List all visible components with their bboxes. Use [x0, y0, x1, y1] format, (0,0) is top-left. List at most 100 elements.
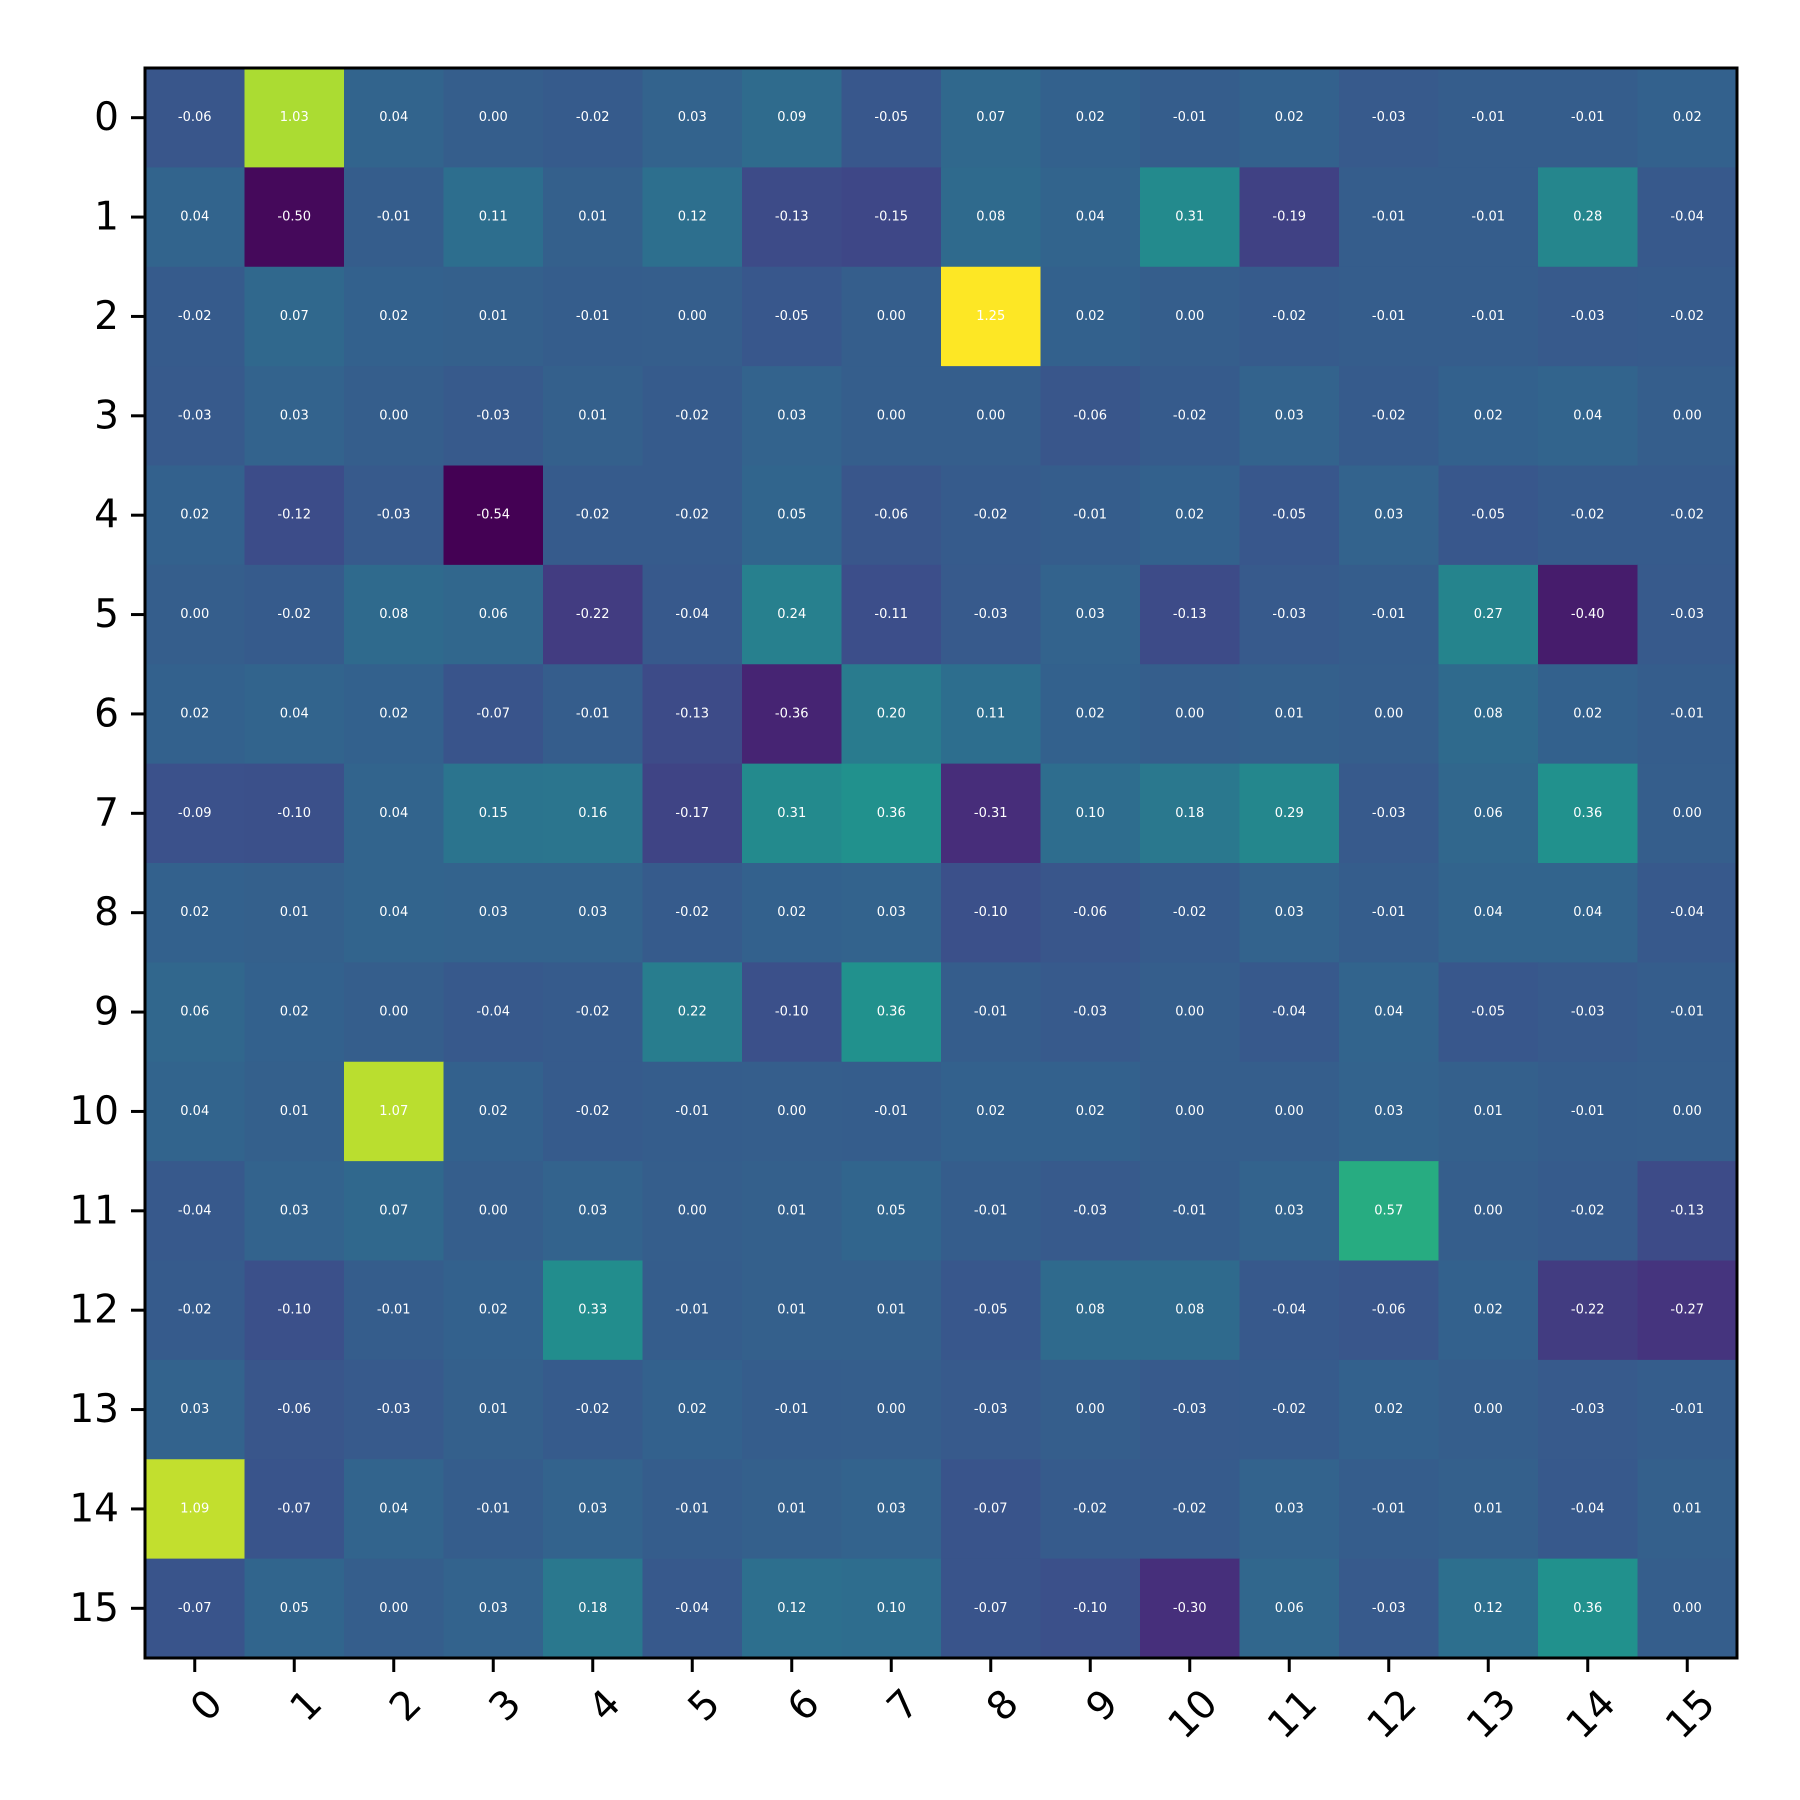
cell-value-label: 0.12 [678, 210, 707, 225]
cell-value-label: -0.15 [874, 210, 908, 225]
heatmap-cell [742, 564, 843, 665]
cell-value-label: -0.02 [675, 508, 709, 523]
cell-value-label: 0.08 [1474, 706, 1503, 721]
y-tick-label: 12 [69, 1288, 119, 1333]
heatmap-cell [1339, 465, 1440, 566]
heatmap-cell [1637, 465, 1738, 566]
y-tick-label: 5 [94, 592, 119, 637]
heatmap-cell [543, 465, 644, 566]
heatmap-cell [1140, 366, 1241, 467]
heatmap-cell [941, 68, 1042, 168]
cell-value-label: 0.02 [1673, 110, 1702, 125]
heatmap-cell [1339, 1558, 1440, 1659]
heatmap-cell [1339, 1459, 1440, 1560]
cell-value-label: 0.04 [379, 110, 408, 125]
y-tick-label: 1 [94, 195, 119, 240]
cell-value-label: 0.01 [479, 1402, 508, 1417]
cell-value-label: -0.02 [1272, 309, 1306, 324]
heatmap-cell [1637, 1459, 1738, 1560]
cell-value-label: -0.01 [974, 1005, 1008, 1020]
cell-value-label: -0.02 [277, 607, 311, 622]
heatmap-cell [1637, 266, 1738, 367]
cell-value-label: 0.03 [1374, 1104, 1403, 1119]
cell-value-label: 0.02 [180, 706, 209, 721]
cell-value-label: -0.50 [277, 210, 311, 225]
cell-value-label: 1.03 [280, 110, 309, 125]
cell-value-label: -0.04 [178, 1203, 212, 1218]
cell-value-label: -0.03 [974, 607, 1008, 622]
cell-value-label: 0.11 [976, 706, 1005, 721]
cell-value-label: 1.25 [976, 309, 1005, 324]
heatmap-cell [1637, 962, 1738, 1063]
heatmap-cell [941, 1260, 1042, 1361]
cell-value-label: 0.02 [1474, 1303, 1503, 1318]
heatmap-cell [244, 465, 345, 566]
heatmap-cell [841, 863, 942, 963]
cell-value-label: 1.09 [180, 1501, 209, 1516]
cell-value-label: 0.01 [877, 1303, 906, 1318]
y-tick-label: 8 [94, 890, 119, 935]
cell-value-label: 0.03 [280, 408, 309, 423]
x-tick-label: 0 [182, 1681, 231, 1730]
heatmap-cell [1438, 763, 1539, 864]
cell-value-label: 0.05 [280, 1601, 309, 1616]
heatmap-cell [543, 1359, 644, 1460]
heatmap-cell [841, 1359, 942, 1460]
cell-value-label: 0.01 [1673, 1501, 1702, 1516]
cell-value-label: -0.01 [874, 1104, 908, 1119]
heatmap-cell [1438, 266, 1539, 367]
cell-value-label: 0.08 [976, 210, 1005, 225]
heatmap-cell [1239, 1260, 1340, 1361]
heatmap-cell [344, 1161, 445, 1262]
cell-value-label: 0.04 [1374, 1005, 1403, 1020]
cell-value-label: -0.05 [874, 110, 908, 125]
cell-value-label: 0.00 [1673, 1601, 1702, 1616]
heatmap-cell [1140, 863, 1241, 963]
x-tick-label: 9 [1078, 1681, 1127, 1730]
cell-value-label: 0.00 [1673, 408, 1702, 423]
heatmap-cell [941, 564, 1042, 665]
heatmap-cell [1637, 664, 1738, 765]
cell-value-label: 0.27 [1474, 607, 1503, 622]
heatmap-cell [1239, 1161, 1340, 1262]
heatmap-cell [1339, 1260, 1440, 1361]
heatmap-cell [642, 1359, 743, 1460]
cell-value-label: -0.04 [1670, 905, 1704, 920]
cell-value-label: -0.31 [974, 806, 1008, 821]
heatmap-cell [1339, 266, 1440, 367]
heatmap-cell [941, 664, 1042, 765]
x-tick-label: 4 [580, 1681, 629, 1730]
cell-value-label: -0.05 [775, 309, 809, 324]
cell-value-label: -0.05 [1272, 508, 1306, 523]
cell-value-label: 0.01 [1474, 1104, 1503, 1119]
cell-value-label: -0.02 [1272, 1402, 1306, 1417]
heatmap-cell [443, 68, 544, 168]
heatmap-cells [145, 68, 1738, 1659]
heatmap-cell [1538, 1260, 1639, 1361]
cell-value-label: 0.36 [1573, 1601, 1602, 1616]
heatmap-cell [742, 1359, 843, 1460]
cell-value-label: -0.01 [1670, 706, 1704, 721]
heatmap-cell [642, 863, 743, 963]
heatmap-cell [642, 763, 743, 864]
heatmap-cell [1438, 863, 1539, 963]
cell-value-label: -0.03 [1571, 1005, 1605, 1020]
heatmap-cell [1637, 366, 1738, 467]
heatmap-cell [244, 1459, 345, 1560]
y-tick-label: 11 [69, 1188, 119, 1233]
cell-value-label: 0.03 [479, 905, 508, 920]
heatmap-cell [941, 863, 1042, 963]
heatmap-cell [941, 763, 1042, 864]
heatmap-cell [742, 465, 843, 566]
heatmap-cell [941, 465, 1042, 566]
heatmap-cell [1239, 1061, 1340, 1162]
heatmap-cell [1438, 962, 1539, 1063]
heatmap-cell [1040, 962, 1141, 1063]
heatmap-cell [1538, 763, 1639, 864]
cell-value-label: 0.33 [578, 1303, 607, 1318]
cell-value-label: 0.06 [1275, 1601, 1304, 1616]
cell-value-label: -0.09 [178, 806, 212, 821]
cell-value-label: 0.01 [1474, 1501, 1503, 1516]
x-tick-label: 7 [879, 1681, 928, 1730]
